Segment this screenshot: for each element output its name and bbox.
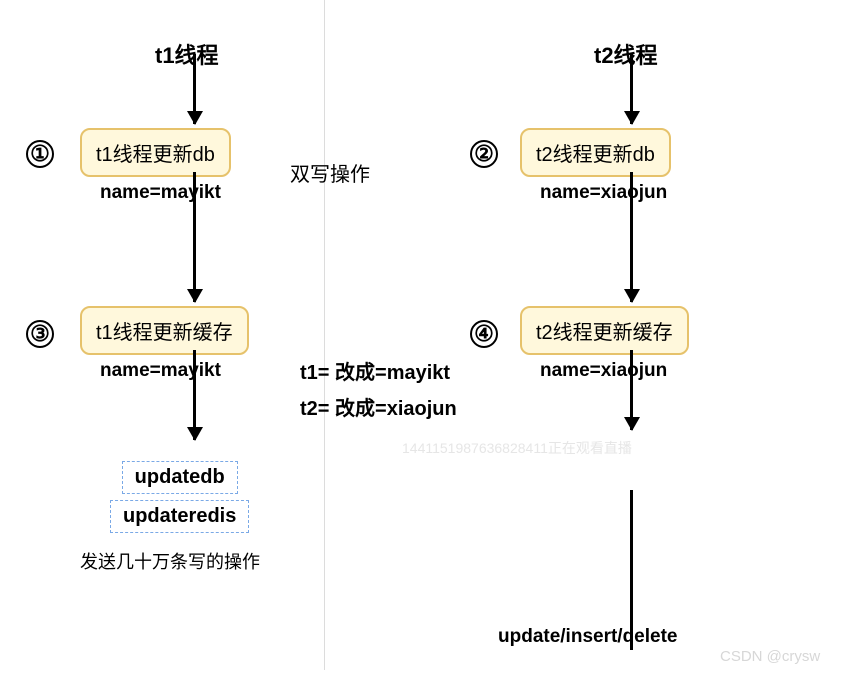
left-arrow-2: [193, 172, 196, 302]
left-footer-text: 发送几十万条写的操作: [80, 548, 260, 574]
right-arrow-1: [630, 54, 633, 124]
left-sub-1: name=mayikt: [100, 182, 221, 204]
left-title: t1线程: [155, 38, 219, 70]
right-arrow-2: [630, 172, 633, 302]
right-sub-1: name=xiaojun: [540, 182, 667, 204]
column-divider: [324, 0, 325, 670]
dashed-updatedb: updatedb: [122, 461, 238, 494]
right-footer-text: update/insert/delete: [498, 626, 678, 648]
left-node-db: t1线程更新db: [80, 128, 231, 177]
step-1-badge: ①: [26, 140, 54, 168]
arrow-head-icon: [187, 289, 203, 303]
right-sub-2: name=xiaojun: [540, 360, 667, 382]
arrow-head-icon: [624, 111, 640, 125]
right-node-cache: t2线程更新缓存: [520, 306, 689, 355]
credit-text: CSDN @crysw: [720, 648, 820, 665]
left-node-cache: t1线程更新缓存: [80, 306, 249, 355]
right-title: t2线程: [594, 38, 658, 70]
center-op-label: 双写操作: [290, 158, 370, 187]
dashed-updateredis: updateredis: [110, 500, 249, 533]
arrow-head-icon: [624, 289, 640, 303]
dashed-group: updatedb updateredis: [110, 458, 249, 536]
right-arrow-3: [630, 350, 633, 430]
center-t2-line: t2= 改成=xiaojun: [300, 392, 457, 421]
arrow-head-icon: [187, 427, 203, 441]
right-node-db: t2线程更新db: [520, 128, 671, 177]
step-2-badge: ②: [470, 140, 498, 168]
center-t1-line: t1= 改成=mayikt: [300, 356, 450, 385]
left-sub-2: name=mayikt: [100, 360, 221, 382]
step-3-badge: ③: [26, 320, 54, 348]
left-arrow-1: [193, 54, 196, 124]
arrow-head-icon: [624, 417, 640, 431]
arrow-head-icon: [187, 111, 203, 125]
left-arrow-3: [193, 350, 196, 440]
step-4-badge: ④: [470, 320, 498, 348]
watermark-text: 1441151987636828411正在观看直播: [402, 438, 632, 458]
